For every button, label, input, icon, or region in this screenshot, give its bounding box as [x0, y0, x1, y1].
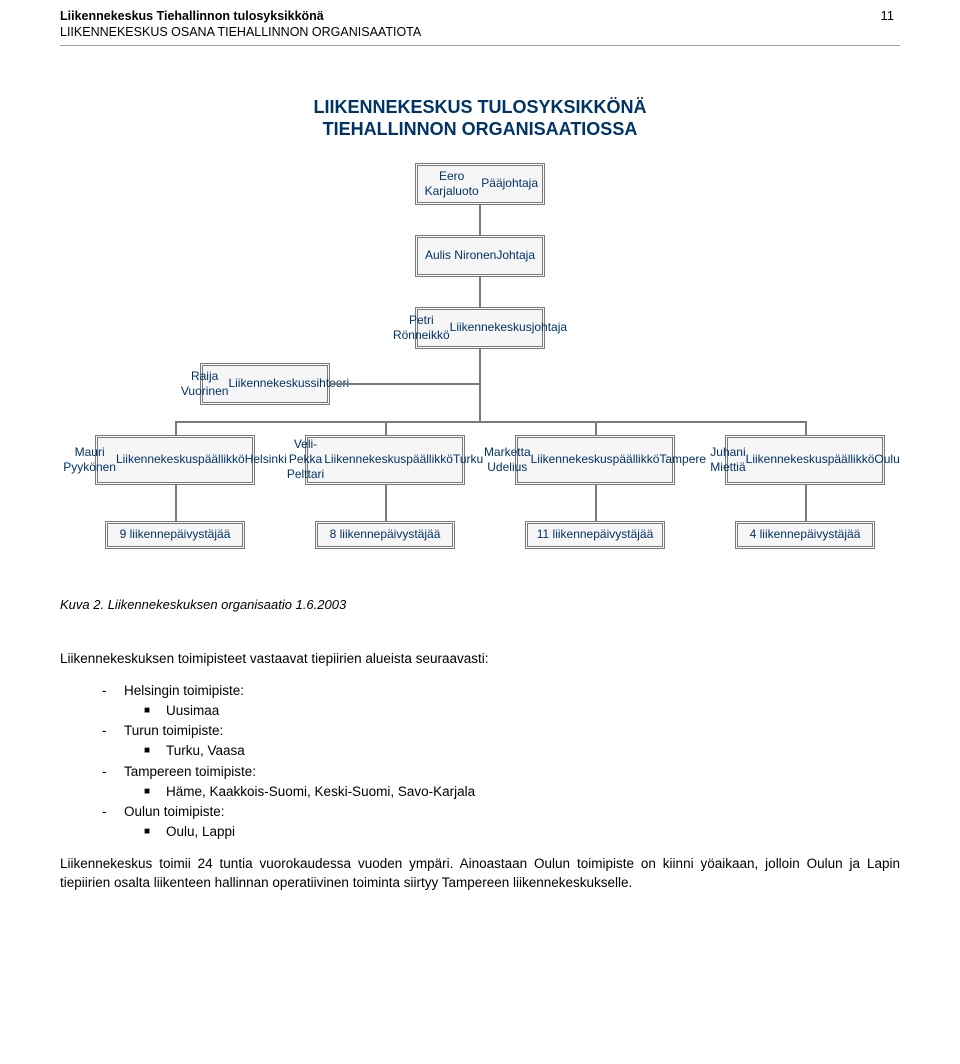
intro-text: Liikennekeskuksen toimipisteet vastaavat… — [60, 650, 900, 668]
list-item: -Oulun toimipiste: — [60, 803, 900, 821]
org-node-b8: Juhani MiettiäLiikennekeskuspäällikköOul… — [725, 435, 885, 485]
dash-icon: - — [102, 722, 124, 740]
org-node-label: Aulis Nironen — [425, 248, 496, 263]
org-node-label: Marketta Udelius — [484, 445, 531, 475]
org-node-label: Petri Rönneikkö — [393, 313, 450, 343]
org-node-b10: 8 liikennepäivystäjää — [315, 521, 455, 549]
org-node-b12: 4 liikennepäivystäjää — [735, 521, 875, 549]
org-node-b11: 11 liikennepäivystäjää — [525, 521, 665, 549]
org-connector — [330, 383, 480, 385]
org-node-b3: Petri RönneikköLiikennekeskusjohtaja — [415, 307, 545, 349]
org-node-b6: Veli-Pekka PelttariLiikennekeskuspäällik… — [305, 435, 465, 485]
dash-icon: - — [102, 803, 124, 821]
page-number: 11 — [881, 8, 901, 23]
org-node-label: 8 liikennepäivystäjää — [330, 527, 441, 542]
org-connector — [595, 485, 597, 521]
diagram-title: LIIKENNEKESKUS TULOSYKSIKKÖNÄ TIEHALLINN… — [60, 96, 900, 141]
org-node-label: Pääjohtaja — [481, 176, 538, 191]
diagram-title-line2: TIEHALLINNON ORGANISAATIOSSA — [60, 118, 900, 141]
org-node-label: Veli-Pekka Pelttari — [287, 437, 324, 482]
square-icon: ■ — [144, 742, 166, 760]
square-icon: ■ — [144, 823, 166, 841]
office-name: Helsingin toimipiste: — [124, 682, 244, 700]
org-node-b2: Aulis NironenJohtaja — [415, 235, 545, 277]
header-line2: LIIKENNEKESKUS OSANA TIEHALLINNON ORGANI… — [60, 24, 421, 40]
list-item: ■Häme, Kaakkois-Suomi, Keski-Suomi, Savo… — [60, 783, 900, 801]
org-connector — [805, 421, 807, 435]
org-node-label: Tampere — [659, 452, 706, 467]
list-item: ■Turku, Vaasa — [60, 742, 900, 760]
header-title: Liikennekeskus Tiehallinnon tulosyksikkö… — [60, 8, 421, 41]
org-node-label: Raija Vuorinen — [181, 369, 229, 399]
office-region: Oulu, Lappi — [166, 823, 235, 841]
square-icon: ■ — [144, 783, 166, 801]
org-node-label: Liikennekeskuspäällikkö — [746, 452, 875, 467]
org-node-label: Mauri Pyykönen — [63, 445, 116, 475]
office-list: -Helsingin toimipiste:■Uusimaa-Turun toi… — [60, 682, 900, 842]
org-connector — [385, 485, 387, 521]
org-node-b5: Mauri PyykönenLiikennekeskuspäällikköHel… — [95, 435, 255, 485]
org-node-b9: 9 liikennepäivystäjää — [105, 521, 245, 549]
list-item: ■Uusimaa — [60, 702, 900, 720]
org-node-label: 4 liikennepäivystäjää — [750, 527, 861, 542]
office-region: Uusimaa — [166, 702, 219, 720]
org-connector — [479, 205, 481, 235]
org-connector — [805, 485, 807, 521]
org-node-label: Juhani Miettiä — [710, 445, 745, 475]
org-connector — [175, 421, 805, 423]
org-node-label: Liikennekeskusjohtaja — [450, 320, 567, 335]
office-name: Tampereen toimipiste: — [124, 763, 256, 781]
list-item: ■Oulu, Lappi — [60, 823, 900, 841]
org-node-b7: Marketta UdeliusLiikennekeskuspäällikköT… — [515, 435, 675, 485]
list-item: -Turun toimipiste: — [60, 722, 900, 740]
office-region: Häme, Kaakkois-Suomi, Keski-Suomi, Savo-… — [166, 783, 475, 801]
office-name: Turun toimipiste: — [124, 722, 223, 740]
org-node-label: Helsinki — [245, 452, 287, 467]
org-connector — [385, 421, 387, 435]
org-node-label: Eero Karjaluoto — [422, 169, 481, 199]
org-node-label: 9 liikennepäivystäjää — [120, 527, 231, 542]
org-node-label: Johtaja — [496, 248, 535, 263]
list-item: -Helsingin toimipiste: — [60, 682, 900, 700]
org-node-label: Liikennekeskuspäällikkö — [116, 452, 245, 467]
page-header: Liikennekeskus Tiehallinnon tulosyksikkö… — [60, 0, 900, 46]
org-connector — [479, 349, 481, 421]
org-connector — [175, 485, 177, 521]
dash-icon: - — [102, 763, 124, 781]
org-connector — [595, 421, 597, 435]
diagram-title-line1: LIIKENNEKESKUS TULOSYKSIKKÖNÄ — [60, 96, 900, 119]
square-icon: ■ — [144, 702, 166, 720]
header-line1: Liikennekeskus Tiehallinnon tulosyksikkö… — [60, 8, 421, 24]
figure-caption: Kuva 2. Liikennekeskuksen organisaatio 1… — [60, 597, 900, 612]
org-node-label: Turku — [453, 452, 483, 467]
office-region: Turku, Vaasa — [166, 742, 245, 760]
office-name: Oulun toimipiste: — [124, 803, 225, 821]
org-node-label: 11 liikennepäivystäjää — [537, 527, 654, 542]
org-node-b4: Raija VuorinenLiikennekeskussihteeri — [200, 363, 330, 405]
org-node-label: Oulu — [874, 452, 899, 467]
org-connector — [479, 277, 481, 307]
closing-text: Liikennekeskus toimii 24 tuntia vuorokau… — [60, 855, 900, 891]
org-node-b1: Eero KarjaluotoPääjohtaja — [415, 163, 545, 205]
list-item: -Tampereen toimipiste: — [60, 763, 900, 781]
org-node-label: Liikennekeskuspäällikkö — [324, 452, 453, 467]
org-node-label: Liikennekeskuspäällikkö — [531, 452, 660, 467]
org-connector — [175, 421, 177, 435]
org-chart: Eero KarjaluotoPääjohtaja Aulis NironenJo… — [80, 163, 880, 563]
dash-icon: - — [102, 682, 124, 700]
